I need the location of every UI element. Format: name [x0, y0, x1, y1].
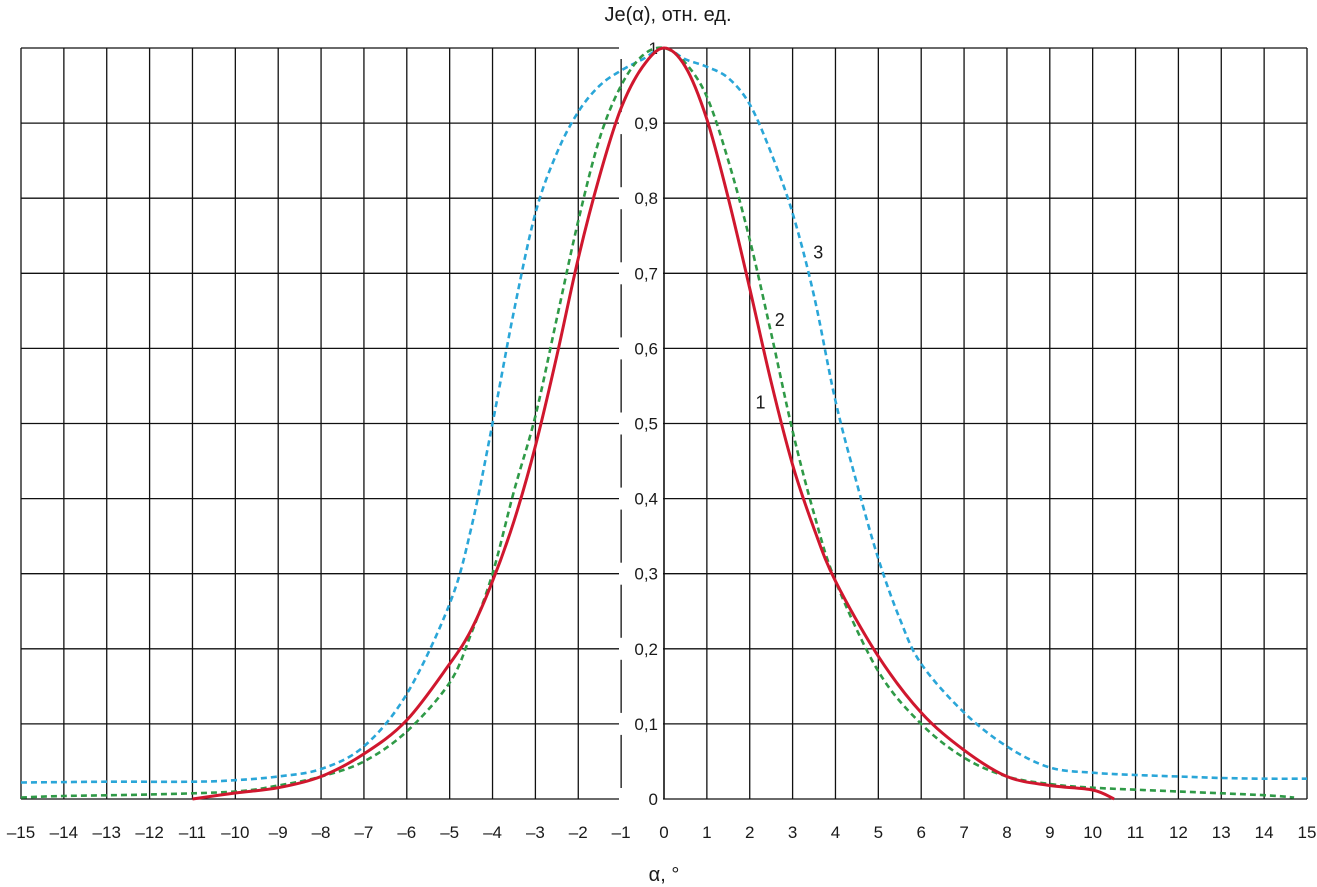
x-tick-label: 1: [702, 823, 711, 842]
x-tick-label: –4: [483, 823, 502, 842]
y-tick-label: 0,6: [634, 339, 658, 358]
x-tick-label: –12: [135, 823, 163, 842]
x-tick-label: 11: [1127, 823, 1145, 842]
y-tick-label: 0,8: [634, 189, 658, 208]
y-tick-background: [619, 337, 663, 360]
y-tick-label: 0: [649, 790, 658, 809]
grid: [20, 47, 1308, 800]
x-tick-label: 10: [1083, 823, 1102, 842]
x-tick-label: –14: [50, 823, 78, 842]
x-tick-label: –7: [354, 823, 373, 842]
x-tick-label: –6: [397, 823, 416, 842]
x-tick-label: 13: [1212, 823, 1231, 842]
series-lines: [20, 46, 1308, 801]
x-tick-label: 2: [745, 823, 754, 842]
x-tick-label: –9: [269, 823, 288, 842]
series-line-3: [20, 46, 1308, 784]
series-line-1: [192, 46, 1115, 801]
x-tick-label: –11: [179, 823, 206, 842]
y-tick-label: 0,2: [634, 640, 658, 659]
y-tick-background: [619, 788, 663, 810]
x-tick-label: 0: [659, 823, 668, 842]
x-tick-label: –2: [569, 823, 588, 842]
y-tick-label: 0,1: [634, 715, 658, 734]
x-tick-label: 5: [874, 823, 883, 842]
series-labels: 1 2 3: [755, 242, 823, 412]
x-tick-label: –3: [526, 823, 545, 842]
x-tick-label: 8: [1002, 823, 1011, 842]
y-tick-label: 0,9: [634, 114, 658, 133]
y-tick-label: 0,5: [634, 415, 658, 434]
x-tick-label: 14: [1255, 823, 1274, 842]
series-label-2: 2: [775, 310, 785, 330]
chart-title: Je(α), отн. ед.: [604, 4, 731, 26]
series-label-1: 1: [755, 392, 765, 412]
y-tick-background: [619, 637, 663, 660]
x-tick-label: –8: [312, 823, 331, 842]
series-label-3: 3: [813, 242, 823, 262]
y-axis-ticks: 0 0,1 0,2 0,3 0,4 0,5 0,6 0,7 0,8 0,9 1: [619, 37, 663, 810]
y-tick-background: [619, 562, 663, 585]
x-tick-label: 3: [788, 823, 797, 842]
y-tick-background: [619, 187, 663, 210]
x-tick-label: –13: [93, 823, 121, 842]
x-tick-label: 15: [1298, 823, 1317, 842]
y-tick-background: [619, 412, 663, 435]
x-tick-label: –5: [440, 823, 459, 842]
x-tick-label: 4: [831, 823, 840, 842]
y-tick-background: [619, 262, 663, 285]
x-tick-label: –1: [612, 823, 631, 842]
y-tick-label: 0,7: [634, 264, 658, 283]
x-tick-label: 12: [1169, 823, 1188, 842]
y-tick-label: 0,3: [634, 565, 658, 584]
x-tick-label: –15: [7, 823, 35, 842]
x-axis-ticks: –15 –14 –13 –12 –11 –10 –9 –8 –7 –6 –5 –4 –3 –2 –1 0 1 2 3…: [7, 823, 1317, 842]
y-tick-label: 0,4: [634, 490, 658, 509]
x-axis-label: α, °: [649, 864, 680, 886]
y-tick-background: [619, 487, 663, 510]
y-tick-label: 1: [649, 39, 658, 58]
x-tick-label: 9: [1045, 823, 1054, 842]
x-tick-label: 7: [959, 823, 968, 842]
y-tick-background: [619, 712, 663, 735]
y-tick-background: [619, 112, 663, 135]
x-tick-label: –10: [221, 823, 249, 842]
x-tick-label: 6: [916, 823, 925, 842]
